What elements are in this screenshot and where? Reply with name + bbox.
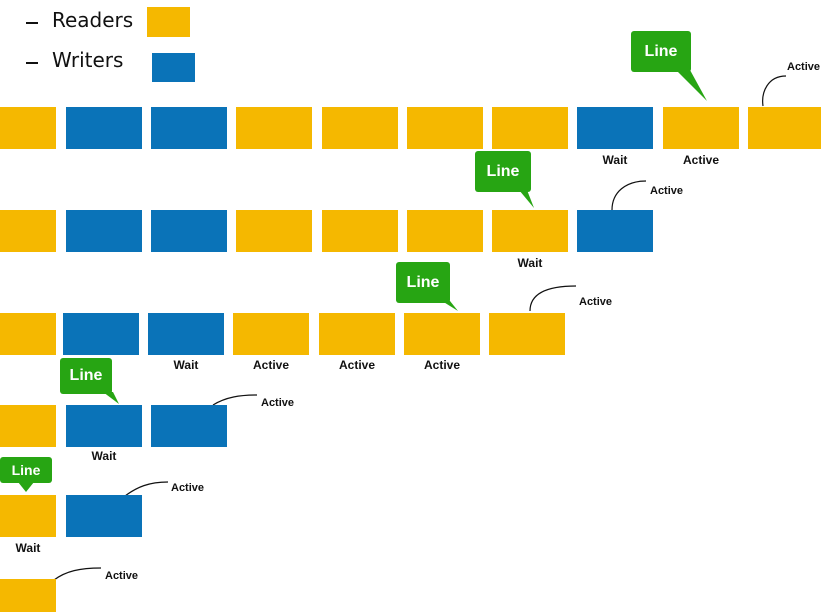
reader-block: [0, 107, 56, 149]
block-status-label: Wait: [15, 541, 41, 555]
block-status-label: Wait: [91, 449, 117, 463]
line-callout: Line: [60, 358, 112, 394]
line-callout-pointer: [676, 70, 707, 101]
reader-block: [319, 313, 395, 355]
writer-block: [577, 210, 653, 252]
writer-block: [151, 405, 227, 447]
legend-dash-writers: [26, 62, 38, 64]
writer-block: [66, 405, 142, 447]
legend-readers-label: Readers: [52, 8, 134, 32]
reader-block: [0, 313, 56, 355]
block-status-label: Active: [338, 358, 376, 372]
active-label: Active: [171, 482, 205, 494]
reader-block: [233, 313, 309, 355]
block-status-label: Active: [682, 153, 720, 167]
writer-block: [63, 313, 139, 355]
line-callout: Line: [396, 262, 450, 303]
block-status-label: Wait: [602, 153, 628, 167]
reader-block: [236, 107, 312, 149]
reader-block: [322, 107, 398, 149]
reader-block: [0, 405, 56, 447]
reader-block: [0, 495, 56, 537]
writer-block: [151, 210, 227, 252]
line-callout-pointer: [442, 301, 458, 311]
active-leader-line: [124, 481, 169, 497]
block-status-label: Wait: [173, 358, 199, 372]
reader-block: [0, 210, 56, 252]
reader-block: [322, 210, 398, 252]
block-status-label: Wait: [517, 256, 543, 270]
block-status-label: Active: [423, 358, 461, 372]
active-label: Active: [105, 570, 139, 582]
line-callout-pointer: [103, 392, 119, 404]
reader-block: [407, 210, 483, 252]
reader-block: [492, 107, 568, 149]
writer-block: [577, 107, 653, 149]
writer-block: [66, 210, 142, 252]
writer-block: [66, 107, 142, 149]
legend-readers-swatch: [147, 7, 190, 37]
active-label: Active: [787, 61, 821, 73]
active-label: Active: [579, 296, 613, 308]
line-callout: Line: [475, 151, 531, 192]
line-callout-pointer: [18, 482, 34, 492]
writer-block: [148, 313, 224, 355]
legend-writers-label: Writers: [52, 48, 124, 72]
active-leader-line: [529, 285, 577, 312]
reader-block: [407, 107, 483, 149]
block-status-label: Active: [252, 358, 290, 372]
reader-block: [663, 107, 739, 149]
writer-block: [66, 495, 142, 537]
reader-block: [0, 579, 56, 612]
line-callout: Line: [0, 457, 52, 483]
line-callout-pointer: [519, 190, 534, 208]
reader-block: [748, 107, 821, 149]
reader-block: [492, 210, 568, 252]
active-leader-line: [611, 180, 647, 211]
active-label: Active: [261, 397, 295, 409]
active-leader-line: [762, 75, 787, 107]
reader-block: [236, 210, 312, 252]
reader-block: [404, 313, 480, 355]
line-callout: Line: [631, 31, 691, 72]
active-label: Active: [650, 185, 684, 197]
active-leader-line: [212, 394, 258, 406]
writer-block: [151, 107, 227, 149]
legend-writers-swatch: [152, 53, 195, 82]
legend-dash-readers: [26, 22, 38, 24]
active-leader-line: [53, 567, 102, 581]
reader-block: [489, 313, 565, 355]
